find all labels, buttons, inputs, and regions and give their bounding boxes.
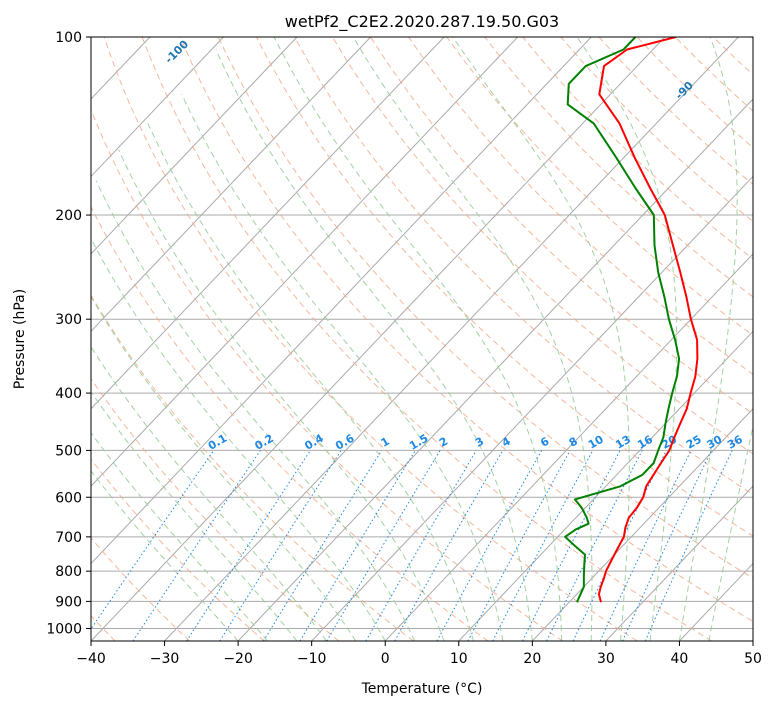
mixing-ratio-line <box>299 450 416 641</box>
mixing-ratio-line <box>546 450 643 641</box>
mixing-ratio-line <box>219 450 342 641</box>
chart-title: wetPf2_C2E2.2020.287.19.50.G03 <box>285 12 559 32</box>
moist-adiabat-line <box>91 470 239 641</box>
x-tick-label: 50 <box>744 651 762 667</box>
moist-adiabat-line <box>147 123 474 641</box>
x-axis-title: Temperature (°C) <box>361 681 483 697</box>
profile-series <box>564 37 699 603</box>
isotherm-line <box>91 37 445 410</box>
dry-adiabat-line <box>91 458 265 641</box>
dry-adiabat-line <box>91 205 489 641</box>
dry-adiabat-line <box>141 37 713 641</box>
isotherm-line <box>531 407 753 641</box>
series-line-0 <box>597 37 699 603</box>
x-tick-label: −10 <box>297 651 327 667</box>
dry-adiabat-line <box>370 37 753 415</box>
moist-adiabat-line <box>95 180 416 641</box>
moist-adiabat-line <box>352 37 593 641</box>
y-tick-label: 800 <box>55 564 82 580</box>
mixing-ratio-line <box>436 450 543 641</box>
isotherm-line <box>91 37 371 333</box>
dry-adiabat-line <box>408 37 753 375</box>
dry-adiabat-line <box>179 37 753 622</box>
mixing-ratio-line <box>91 450 215 630</box>
moist-adiabat-line <box>273 37 563 641</box>
moist-adiabat-line <box>91 345 327 641</box>
x-tick-label: 0 <box>381 651 390 667</box>
moist-adiabat-line <box>708 423 753 641</box>
mixing-ratio-line <box>394 450 504 641</box>
x-tick-label: 40 <box>671 651 689 667</box>
x-tick-label: 30 <box>597 651 615 667</box>
dry-adiabat-line <box>332 37 753 455</box>
moist-adiabat-line <box>576 37 678 641</box>
isotherm-line <box>458 330 753 641</box>
isotherm-line <box>91 37 298 255</box>
y-tick-label: 900 <box>55 594 82 610</box>
dry-adiabat-line <box>91 294 414 641</box>
x-tick-label: −40 <box>76 651 106 667</box>
y-axis-title: Pressure (hPa) <box>12 289 28 389</box>
isotherm-line <box>91 37 592 565</box>
isotherm-line <box>91 37 666 641</box>
x-tick-label: 10 <box>450 651 468 667</box>
isotherm-line <box>91 37 519 487</box>
isotherm-line <box>605 485 753 641</box>
y-tick-label: 500 <box>55 443 82 459</box>
moist-adiabat-line <box>678 37 738 641</box>
moist-adiabat-line <box>118 149 445 641</box>
isotherm-line <box>164 37 739 641</box>
y-tick-label: 700 <box>55 530 82 546</box>
y-tick-label: 200 <box>55 208 82 224</box>
x-tick-label: 20 <box>523 651 541 667</box>
moist-adiabat-line <box>215 49 533 641</box>
mixing-ratio-labels: 0.1 0.2 0.4 0.6 1 1.5 2 3 4 6 8 10 13 16 20 25 30 36 <box>206 432 745 453</box>
y-tick-label: 100 <box>55 30 82 46</box>
x-tick-label: −20 <box>223 651 253 667</box>
mixing-ratio-line <box>186 450 311 641</box>
y-tick-label: 600 <box>55 490 82 506</box>
isotherm-line <box>91 37 224 178</box>
dry-adiabat-line <box>255 37 753 537</box>
dry-adiabat-line <box>91 108 563 641</box>
y-axis-ticks: 100 200 300 400 500 600 700 800 900 1000 <box>46 30 91 637</box>
moist-adiabat-lines <box>91 37 753 641</box>
dry-adiabat-line <box>293 37 753 496</box>
isotherm-line <box>237 98 753 641</box>
mixing-ratio-line <box>644 450 733 641</box>
plot-frame <box>90 36 754 642</box>
y-tick-label: 300 <box>55 312 82 328</box>
moist-adiabat-line <box>91 237 386 641</box>
mixing-ratio-line <box>263 450 383 641</box>
x-tick-label: −30 <box>150 651 180 667</box>
mixing-ratio-lines <box>91 450 733 641</box>
moist-adiabat-line <box>91 390 298 641</box>
moist-adiabat-line <box>91 431 268 641</box>
mixing-ratio-line <box>132 450 261 641</box>
mixing-ratio-line <box>467 450 571 641</box>
isotherm-line <box>384 253 753 641</box>
plot-area <box>91 37 753 641</box>
dry-adiabat-line <box>217 37 753 579</box>
y-tick-label: 1000 <box>46 621 82 637</box>
moist-adiabat-line <box>452 37 630 641</box>
dry-adiabat-line <box>91 537 191 641</box>
x-axis-ticks: −40 −30 −20 −10 0 10 20 30 40 50 <box>76 641 762 667</box>
moist-adiabat-line <box>91 295 357 641</box>
series-line-1 <box>564 37 681 603</box>
dry-adiabat-line <box>103 37 638 641</box>
moist-adiabat-line <box>181 94 504 641</box>
y-tick-label: 400 <box>55 386 82 402</box>
